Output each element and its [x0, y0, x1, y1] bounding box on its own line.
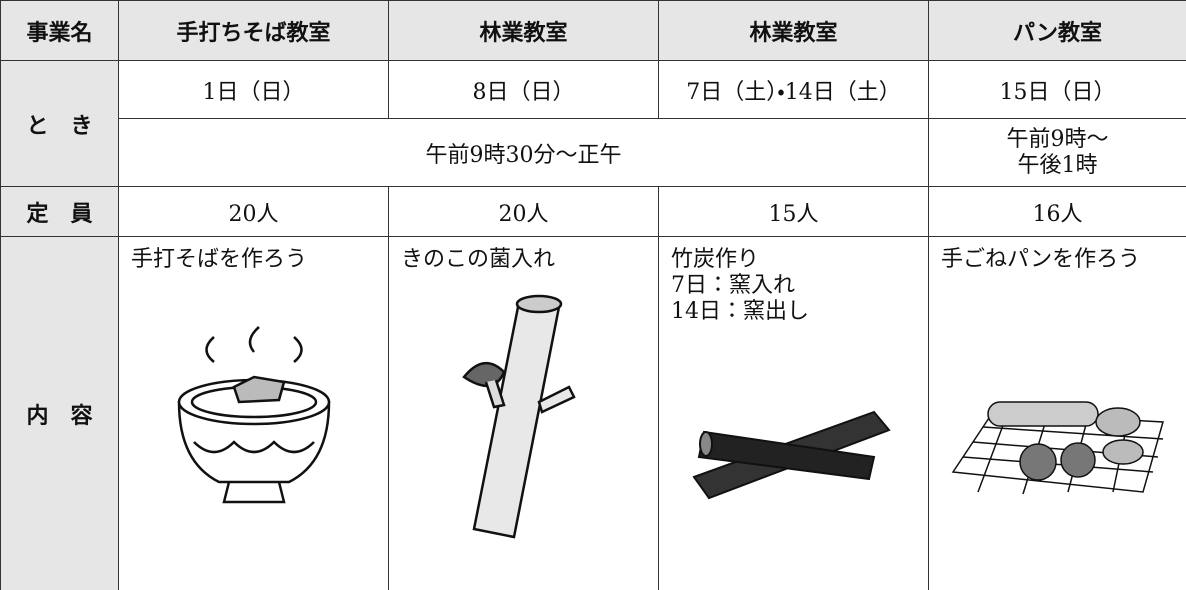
times-row: 午前9時30分〜正午 午前9時〜午後1時 — [1, 119, 1186, 187]
time-cell: 午前9時〜午後1時 — [929, 119, 1186, 187]
content-cell: 手打そばを作ろう — [119, 237, 389, 590]
content-cell: きのこの菌入れ — [389, 237, 659, 590]
header-row: 事業名 手打ちそば教室 林業教室 林業教室 パン教室 — [1, 1, 1186, 61]
header-cell: パン教室 — [929, 1, 1186, 61]
date-cell: 7日（土）・14日（土） — [659, 61, 929, 119]
time-text: 午後1時 — [929, 153, 1186, 179]
content-text: 14日：窯出し — [671, 299, 928, 325]
date-cell: 8日（日） — [389, 61, 659, 119]
capacity-cell: 16人 — [929, 187, 1186, 237]
header-cell: 手打ちそば教室 — [119, 1, 389, 61]
soba-illustration — [164, 322, 344, 522]
row-label: 内 容 — [1, 237, 119, 590]
date-cell: 1日（日） — [119, 61, 389, 119]
header-cell: 事業名 — [1, 1, 119, 61]
row-label: 定 員 — [1, 187, 119, 237]
capacity-row: 定 員 20人 20人 15人 16人 — [1, 187, 1186, 237]
content-text: 7日：窯入れ — [671, 273, 928, 299]
bread-illustration — [948, 382, 1168, 502]
content-text: 手ごねパンを作ろう — [941, 247, 1186, 273]
date-cell: 15日（日） — [929, 61, 1186, 119]
content-cell: 手ごねパンを作ろう — [929, 237, 1186, 590]
time-text: 午前9時〜 — [929, 127, 1186, 153]
time-cell: 午前9時30分〜正午 — [119, 119, 929, 187]
log-illustration — [424, 282, 624, 542]
capacity-cell: 20人 — [119, 187, 389, 237]
content-row: 内 容 手打そばを作ろう きのこの菌入れ — [1, 237, 1186, 590]
charcoal-illustration — [684, 392, 904, 512]
capacity-cell: 20人 — [389, 187, 659, 237]
content-text: 手打そばを作ろう — [131, 247, 388, 273]
content-text: 竹炭作り — [671, 247, 928, 273]
row-label: と き — [1, 61, 119, 187]
content-text: きのこの菌入れ — [401, 247, 658, 273]
dates-row: と き 1日（日） 8日（日） 7日（土）・14日（土） 15日（日） — [1, 61, 1186, 119]
header-cell: 林業教室 — [659, 1, 929, 61]
capacity-cell: 15人 — [659, 187, 929, 237]
header-cell: 林業教室 — [389, 1, 659, 61]
time-text: 午前9時30分〜正午 — [119, 137, 928, 169]
content-cell: 竹炭作り 7日：窯入れ 14日：窯出し — [659, 237, 929, 590]
